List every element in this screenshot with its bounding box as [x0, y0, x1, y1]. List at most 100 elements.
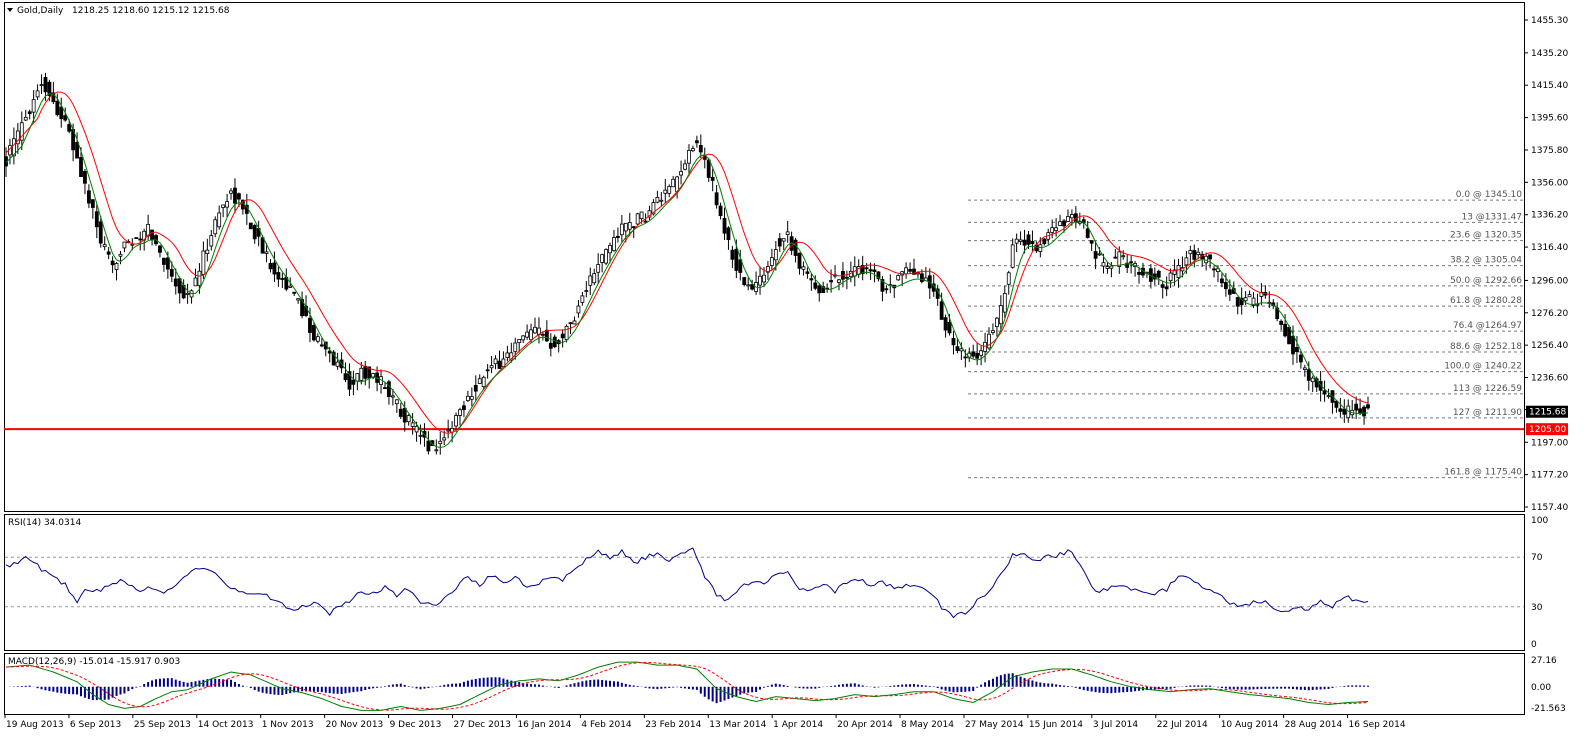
candle [1089, 240, 1094, 251]
candle [979, 346, 984, 366]
candle [698, 134, 703, 159]
candle [691, 145, 695, 153]
candle [604, 248, 608, 266]
candle [1188, 245, 1193, 265]
candle [497, 350, 502, 369]
triangle-down-icon[interactable] [7, 8, 13, 12]
candle [122, 241, 127, 253]
candle [860, 255, 865, 281]
candle [785, 220, 790, 243]
candle [1318, 371, 1323, 402]
candle [485, 364, 490, 379]
candle [584, 281, 589, 298]
candle [55, 93, 60, 117]
macd-tick-label: 27.16 [1531, 656, 1557, 666]
candle [1066, 209, 1070, 222]
candle [596, 253, 601, 284]
candle [418, 424, 423, 445]
candle [667, 184, 672, 198]
candle [138, 231, 143, 251]
candle [987, 327, 991, 350]
candle [1129, 256, 1134, 274]
candle [983, 332, 987, 363]
time-tick-label: 16 Sep 2014 [1349, 720, 1406, 730]
ohlc-readout: 1218.25 1218.60 1215.12 1215.68 [72, 6, 230, 16]
candle [462, 400, 466, 418]
candle [410, 412, 415, 435]
candle [272, 251, 277, 283]
candle [627, 212, 632, 236]
candle [801, 261, 806, 276]
candle [1326, 388, 1331, 399]
candle [564, 324, 569, 343]
main-panel-frame [4, 2, 1525, 512]
candle [15, 123, 20, 154]
candle [94, 203, 99, 239]
candle [1042, 238, 1047, 246]
macd-panel [5, 661, 1369, 711]
candle [1002, 285, 1007, 318]
rsi-tick-label: 0 [1531, 640, 1537, 650]
candle [533, 317, 537, 334]
rsi-tick-label: 30 [1531, 603, 1543, 613]
candle [193, 268, 198, 287]
candle [1362, 405, 1366, 425]
ma-green-line [5, 93, 1369, 449]
candle [896, 274, 901, 281]
candle [971, 344, 976, 359]
macd-tick-label: 0.00 [1531, 683, 1551, 693]
candle [694, 135, 699, 148]
candle [493, 355, 498, 370]
candle [975, 342, 980, 366]
candle [813, 275, 818, 291]
candle [394, 399, 399, 413]
candle [872, 263, 877, 283]
candle [991, 323, 995, 336]
macd-line [5, 661, 1369, 711]
candle [1338, 398, 1343, 418]
fib-level-label: 13 @1331.47 [1461, 212, 1522, 222]
candle [912, 258, 916, 275]
candle [264, 242, 269, 263]
candle [473, 375, 478, 402]
rsi-panel-frame [4, 514, 1525, 651]
candle [75, 132, 79, 159]
candle [777, 233, 782, 252]
time-tick-label: 28 Aug 2014 [1285, 720, 1343, 730]
price-tick-label: 1236.60 [1531, 374, 1568, 384]
time-tick-label: 14 Oct 2013 [198, 720, 254, 730]
candle [158, 245, 162, 258]
candle [1030, 230, 1035, 251]
macd-tick-label: -21.563 [1531, 704, 1566, 714]
candle [608, 242, 612, 264]
candle [1314, 376, 1319, 392]
candle [1322, 380, 1327, 402]
candle [943, 314, 948, 338]
candle [102, 236, 107, 251]
price-tick-label: 1356.00 [1531, 178, 1568, 188]
price-tick-label: 1197.00 [1531, 438, 1568, 448]
candle [635, 212, 640, 226]
candle [659, 191, 664, 207]
candle [11, 127, 16, 165]
candle [955, 337, 960, 354]
candle [541, 331, 545, 341]
price-tick-label: 1435.20 [1531, 49, 1568, 59]
rsi-title: RSI(14) 34.0314 [8, 518, 81, 528]
candle [1295, 335, 1299, 363]
candle [185, 283, 190, 304]
candle [797, 252, 802, 275]
candle [1251, 292, 1256, 308]
candle [406, 414, 411, 426]
candle [1342, 399, 1347, 423]
fib-level-label: 161.8 @ 1175.40 [1444, 468, 1522, 478]
candle [359, 361, 364, 385]
candle [1334, 400, 1339, 413]
time-tick-label: 15 Jun 2014 [1029, 720, 1083, 730]
fib-level-label: 50.0 @ 1292.66 [1450, 276, 1522, 286]
candle [205, 238, 210, 262]
candle [438, 431, 443, 455]
candle [1050, 219, 1055, 239]
candle [766, 260, 770, 280]
